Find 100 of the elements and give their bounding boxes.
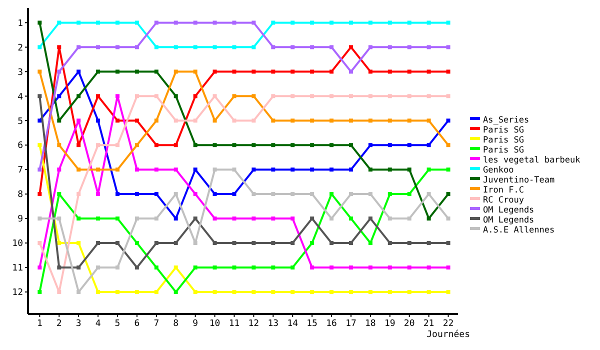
point [154, 290, 158, 294]
x-axis-title: Journées [426, 329, 470, 340]
point [368, 192, 372, 196]
point [252, 143, 256, 148]
point [290, 45, 295, 50]
legend-label: Paris SG [483, 136, 524, 146]
point [57, 241, 62, 246]
point [154, 70, 158, 74]
point [330, 45, 334, 50]
point [212, 241, 217, 246]
point [232, 118, 236, 123]
point [174, 70, 178, 74]
point [330, 143, 334, 148]
point [348, 143, 353, 148]
point [116, 20, 120, 25]
point [38, 168, 42, 172]
point [212, 94, 217, 98]
point [446, 143, 450, 148]
point [154, 168, 158, 172]
x-tick-label: 16 [326, 319, 337, 329]
point [116, 45, 120, 50]
point [134, 143, 139, 148]
point [116, 192, 120, 196]
point [116, 94, 120, 98]
y-tick-label: 1 [18, 18, 23, 29]
x-tick-label: 19 [384, 319, 396, 329]
point [174, 290, 178, 294]
point [368, 168, 372, 172]
point [154, 118, 158, 123]
point [212, 168, 217, 172]
point [134, 70, 139, 74]
point [290, 118, 295, 123]
point [388, 94, 392, 98]
point [232, 143, 236, 148]
point [252, 45, 256, 50]
point [116, 143, 120, 148]
point [116, 70, 120, 74]
point [330, 290, 334, 294]
point [38, 143, 42, 148]
point [38, 265, 42, 270]
x-tick-label: 2 [56, 319, 62, 329]
point [96, 265, 100, 270]
point [252, 70, 256, 74]
legend-label: Iron F.C [483, 186, 524, 196]
point [368, 70, 372, 74]
point [174, 118, 178, 123]
point [193, 118, 198, 123]
point [38, 290, 42, 294]
point [96, 290, 100, 294]
point [76, 20, 81, 25]
legend-label: As_Series [483, 116, 530, 126]
point [116, 118, 120, 123]
point [271, 70, 276, 74]
y-tick-label: 9 [18, 214, 23, 225]
point [348, 45, 353, 50]
point [310, 290, 314, 294]
point [368, 216, 372, 221]
point [76, 241, 81, 246]
point [407, 45, 412, 50]
point [252, 168, 256, 172]
point [193, 241, 198, 246]
y-tick-label: 4 [18, 92, 23, 102]
point [426, 20, 431, 25]
point [271, 216, 276, 221]
point [290, 143, 295, 148]
point [407, 20, 412, 25]
point [388, 45, 392, 50]
point [76, 94, 81, 98]
point [193, 192, 198, 196]
point [193, 70, 198, 74]
point [212, 45, 217, 50]
point [310, 94, 314, 98]
point [348, 168, 353, 172]
point [96, 70, 100, 74]
point [193, 216, 198, 221]
point [426, 94, 431, 98]
point [76, 290, 81, 294]
point [134, 192, 139, 196]
point [212, 20, 217, 25]
point [446, 216, 450, 221]
point [174, 265, 178, 270]
point [252, 290, 256, 294]
point [134, 168, 139, 172]
point [174, 216, 178, 221]
legend-label: Juventino-Team [483, 176, 555, 186]
point [76, 216, 81, 221]
point [426, 290, 431, 294]
point [426, 45, 431, 50]
point [232, 216, 236, 221]
point [96, 20, 100, 25]
point [154, 192, 158, 196]
point [174, 241, 178, 246]
point [232, 168, 236, 172]
legend-label: Paris SG [483, 146, 524, 156]
point [134, 290, 139, 294]
point [407, 143, 412, 148]
point [368, 20, 372, 25]
legend-label: A.S.E Allennes [483, 226, 555, 236]
point [407, 118, 412, 123]
point [154, 143, 158, 148]
